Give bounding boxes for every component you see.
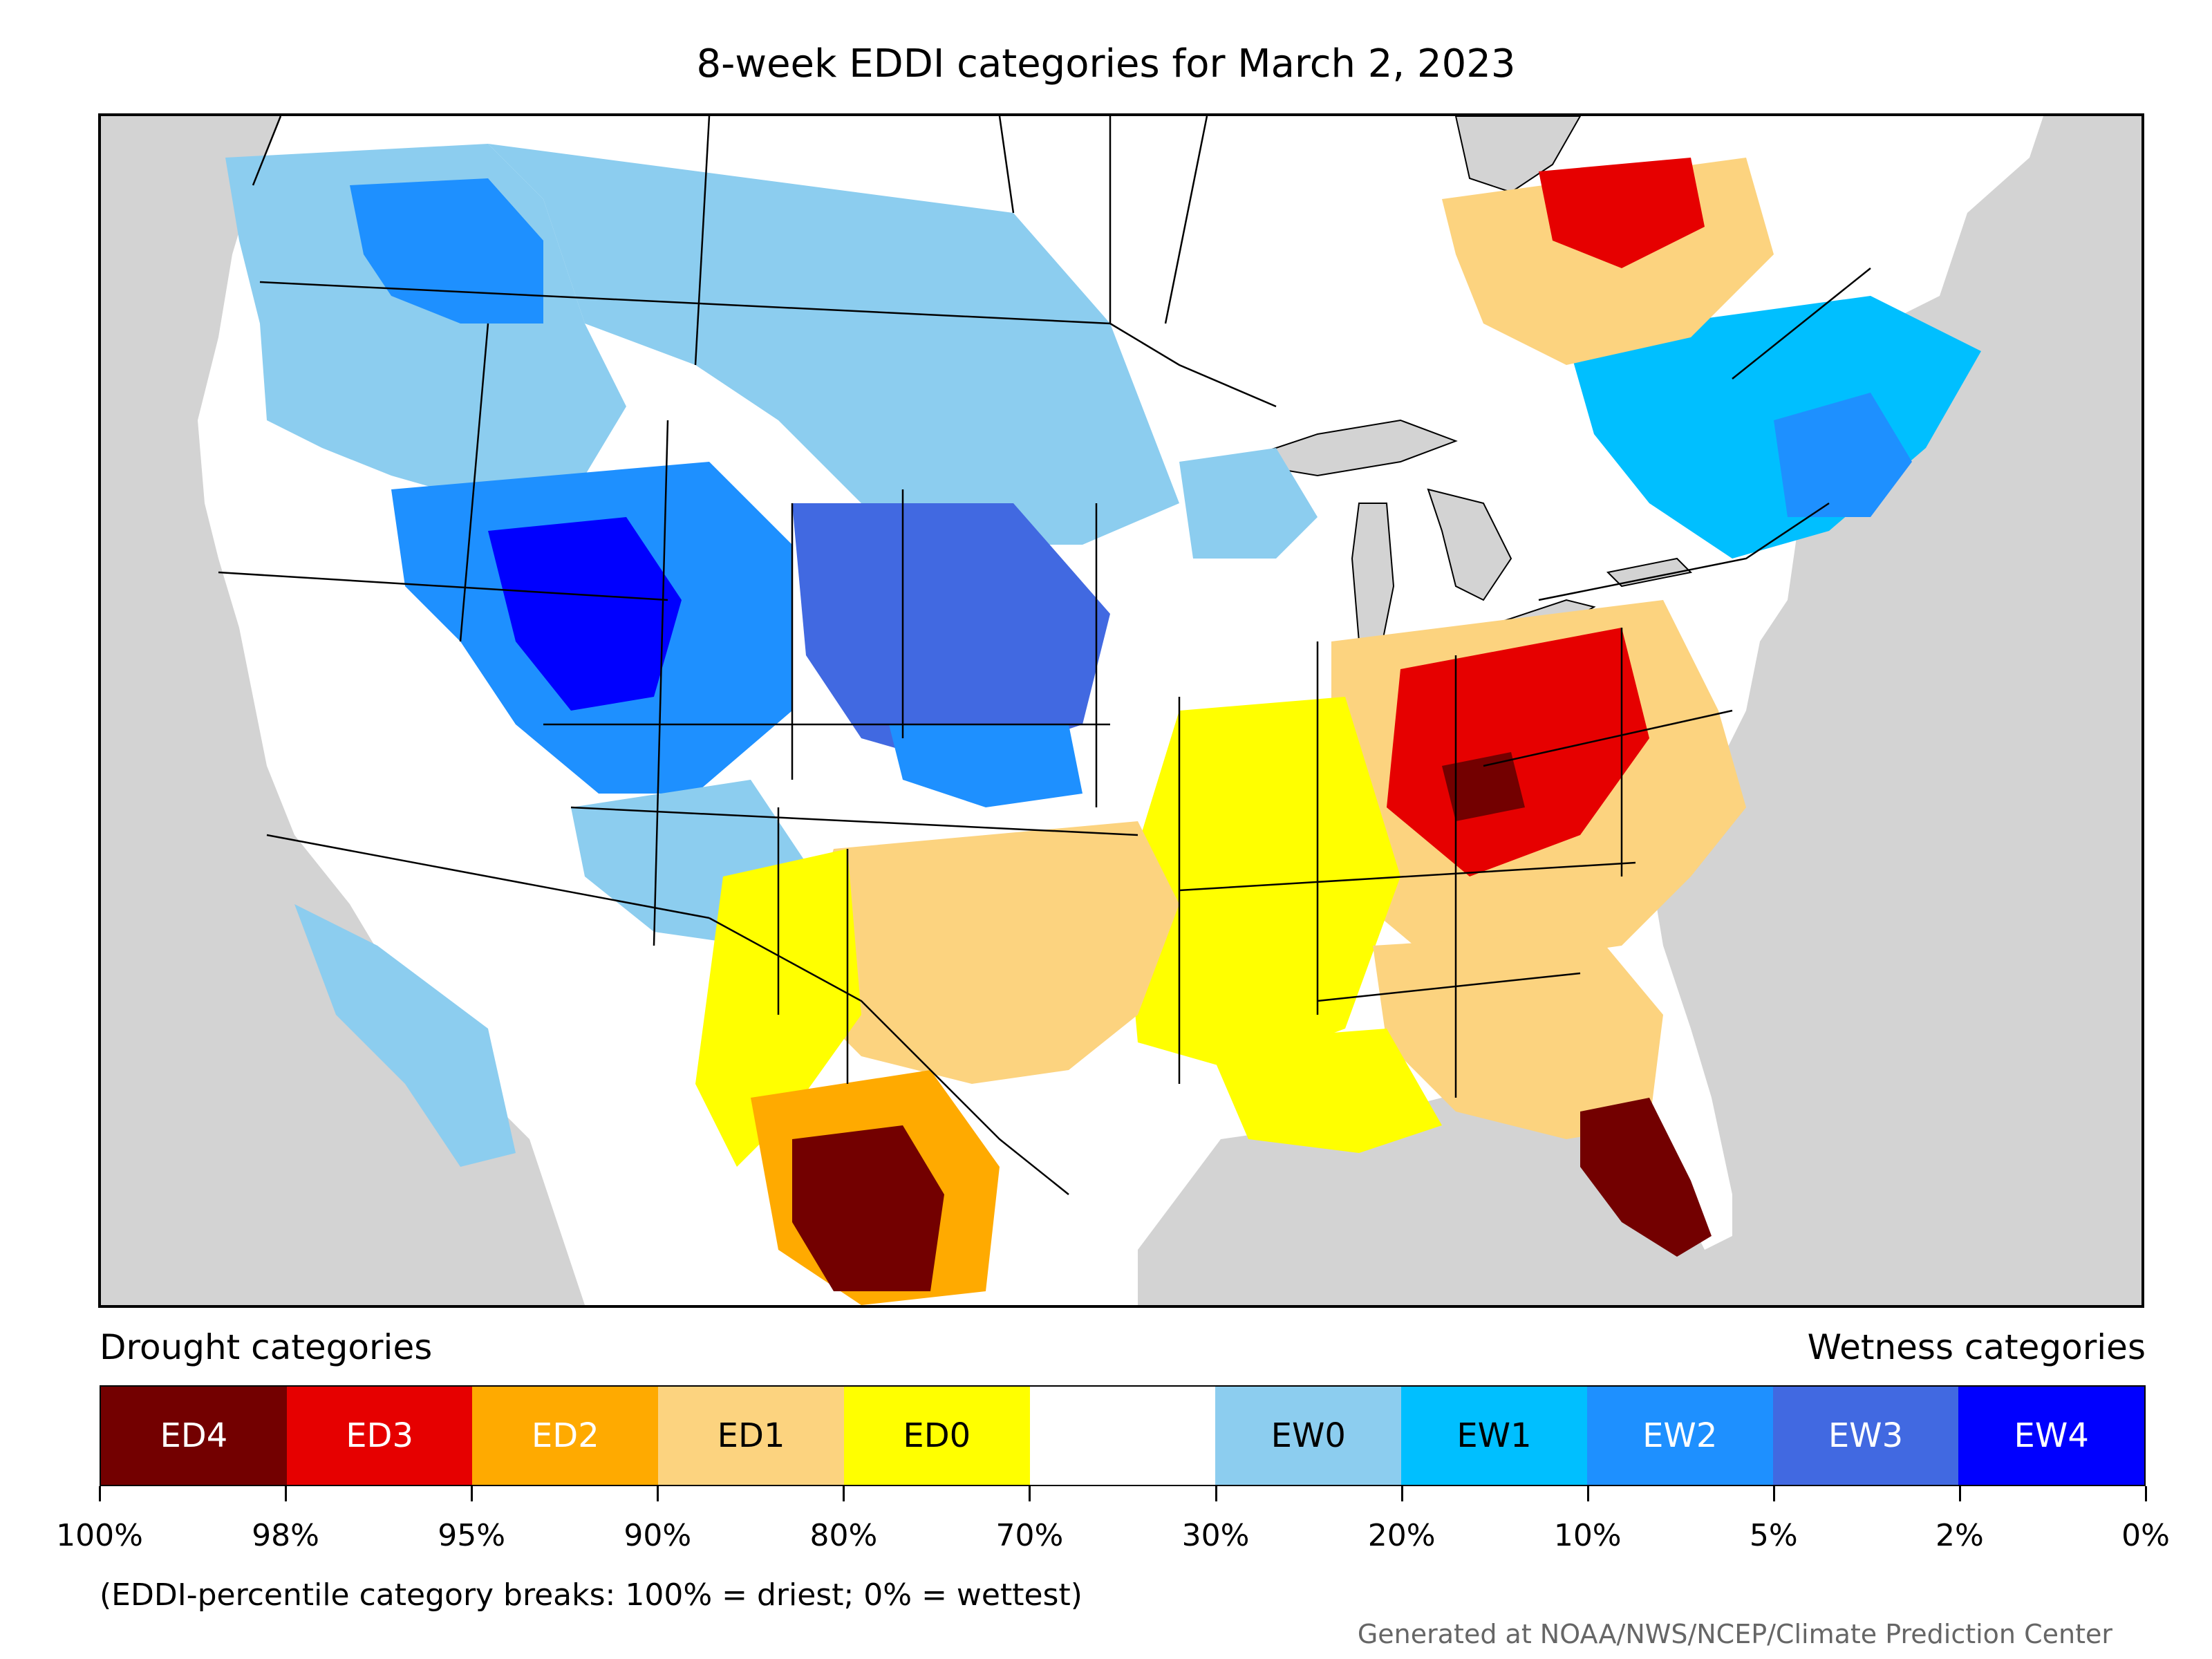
colorbar-tick [843,1486,845,1501]
colorbar-cell-ew3: EW3 [1772,1387,1959,1485]
drought-region-ohio-valley [1387,628,1649,877]
colorbar-cell-ew2: EW2 [1586,1387,1773,1485]
colorbar-tick [285,1486,288,1501]
colorbar-tick [2145,1486,2147,1501]
wet-region-central-plains [792,503,1110,766]
colorbar-tick-label: 100% [56,1518,143,1553]
colorbar-tick-label: 70% [995,1518,1064,1553]
drought-region-kentucky-core [1442,752,1525,821]
colorbar-tick [99,1486,101,1501]
wet-region-nebraska [889,724,1082,807]
wet-region-northern-rockies [350,178,543,324]
colorbar-cell-ew4: EW4 [1958,1387,2145,1485]
wet-region-nevada-core [488,517,682,711]
drought-region-south-texas-core [792,1125,944,1291]
colorbar-tick-label: 0% [2121,1518,2170,1553]
colorbar-cell-ed1: ED1 [658,1387,844,1485]
colorbar-tick [1586,1486,1589,1501]
drought-categories-label: Drought categories [100,1327,433,1367]
wet-region-minnesota [1179,448,1318,559]
political-borders [218,116,1871,1195]
colorbar-tick-label: 95% [438,1518,506,1553]
category-colorbar: ED4 ED3 ED2 ED1 ED0 EW0 EW1 EW2 EW3 EW4 [100,1385,2146,1486]
colorbar-tick-label: 98% [252,1518,319,1553]
colorbar-cell-ed3: ED3 [286,1387,473,1485]
colorbar-tick [1215,1486,1217,1501]
drought-region-florida [1580,1098,1712,1257]
colorbar-tick [657,1486,659,1501]
colorbar-ticks [99,1486,2147,1503]
colorbar-cell-ew1: EW1 [1401,1387,1587,1485]
map-title: 8-week EDDI categories for March 2, 2023 [696,41,1516,86]
hudson-bay [1454,116,1582,194]
lake-huron [1427,488,1512,601]
colorbar-tick [1400,1486,1403,1501]
map-canvas [198,116,2043,1305]
colorbar-tick-label: 2% [1936,1518,1984,1553]
eddi-map [98,113,2144,1308]
colorbar-tick-label: 90% [624,1518,692,1553]
wet-region-quebec [1566,296,1981,559]
lake-ontario [1606,557,1693,588]
colorbar-tick-label: 20% [1367,1518,1436,1553]
colorbar-cell-ed2: ED2 [472,1387,659,1485]
wet-region-baja [294,904,516,1167]
colorbar-tick-label: 10% [1553,1518,1622,1553]
colorbar-tick-label: 80% [809,1518,878,1553]
colorbar-tick-label: 5% [1749,1518,1798,1553]
drought-region-ontario-core [1539,158,1705,268]
colorbar-cell-normal [1029,1387,1216,1485]
lake-superior [1234,419,1458,477]
colorbar-cell-ew0: EW0 [1215,1387,1402,1485]
wet-region-canada-prairie [488,144,1179,545]
colorbar-tick [1772,1486,1775,1501]
wet-region-new-england [1774,393,1912,517]
drought-region-southeast [1373,932,1663,1139]
colorbar-tick [471,1486,474,1501]
drought-region-gulf [1207,1029,1442,1153]
colorbar-tick [1958,1486,1961,1501]
drought-region-midsouth [1124,697,1400,1070]
percentile-note: (EDDI-percentile category breaks: 100% =… [100,1577,1082,1613]
colorbar-tick-label: 30% [1181,1518,1250,1553]
colorbar-cell-ed4: ED4 [101,1387,287,1485]
colorbar-cell-ed0: ED0 [843,1387,1030,1485]
credit-line: Generated at NOAA/NWS/NCEP/Climate Predi… [1357,1619,2112,1649]
drought-region-texas-ok [792,821,1179,1084]
colorbar-tick [1029,1486,1031,1501]
wetness-categories-label: Wetness categories [1807,1327,2146,1367]
